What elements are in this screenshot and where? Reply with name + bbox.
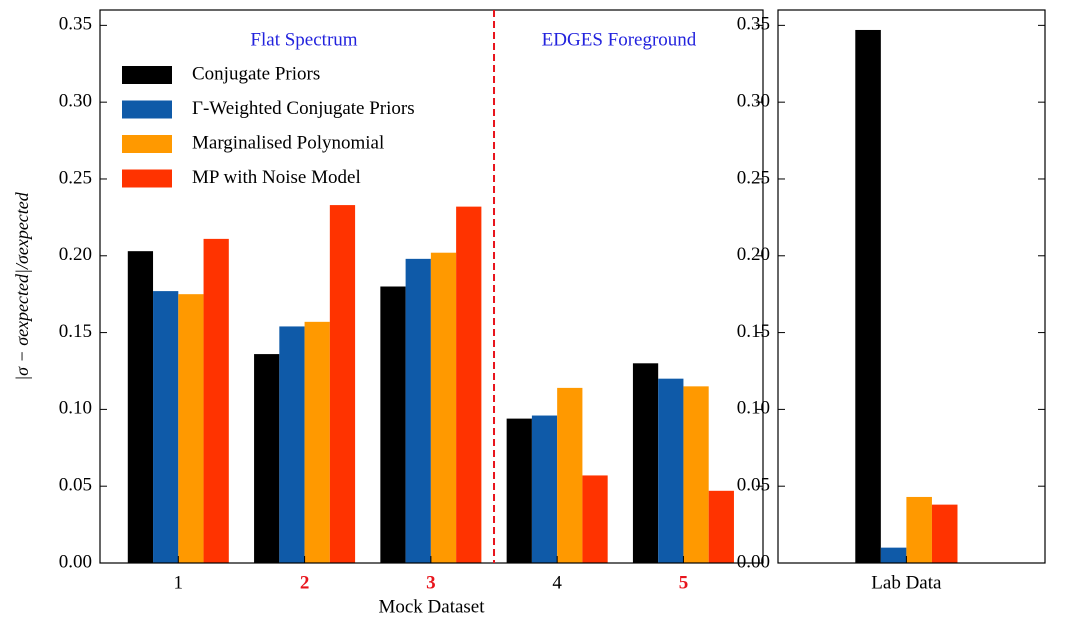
- y-tick-label: 0.35: [59, 14, 92, 35]
- x-tick-label: 2: [300, 572, 310, 593]
- legend-swatch: [122, 100, 172, 119]
- bar: [405, 258, 431, 563]
- y-tick-label: 0.25: [59, 167, 92, 188]
- bar: [632, 363, 659, 563]
- bar: [658, 378, 684, 563]
- x-tick-label: 5: [679, 572, 689, 593]
- bar: [304, 321, 330, 563]
- legend-swatch: [122, 135, 172, 153]
- y-tick-label: 0.10: [737, 398, 770, 419]
- bar: [380, 286, 406, 563]
- axes-frame: [99, 9, 764, 564]
- y-tick-label: 0.35: [737, 14, 770, 35]
- y-axis-label: |σ − σexpected|/σexpected: [12, 191, 32, 381]
- bar: [708, 490, 734, 563]
- bar: [254, 354, 280, 563]
- y-tick-label: 0.00: [737, 551, 770, 572]
- bar: [931, 504, 958, 563]
- y-tick-label: 0.15: [59, 321, 92, 342]
- legend-swatch: [122, 66, 172, 84]
- y-tick-label: 0.30: [737, 91, 770, 112]
- x-tick-label: 1: [174, 572, 184, 593]
- x-tick-label: 3: [426, 572, 436, 593]
- bar: [557, 387, 583, 563]
- y-tick-label: 0.30: [59, 91, 92, 112]
- bar: [906, 496, 932, 563]
- y-tick-label: 0.15: [737, 321, 770, 342]
- bar: [506, 418, 532, 563]
- bar: [203, 238, 229, 563]
- annotation: Flat Spectrum: [250, 29, 357, 50]
- bar: [178, 294, 204, 563]
- bar: [279, 326, 305, 563]
- bar: [531, 415, 558, 563]
- bar: [582, 475, 608, 563]
- bar: [127, 251, 154, 564]
- axes-frame: [777, 9, 1046, 564]
- bar: [456, 206, 482, 563]
- y-tick-label: 0.20: [737, 244, 770, 265]
- y-tick-label: 0.10: [59, 398, 92, 419]
- y-tick-label: 0.20: [59, 244, 92, 265]
- legend-swatch: [122, 169, 172, 188]
- x-tick-label: 4: [552, 572, 562, 593]
- bar: [329, 205, 356, 563]
- bar: [153, 291, 179, 563]
- bar: [855, 29, 881, 564]
- bar: [880, 547, 907, 563]
- annotation: EDGES Foreground: [542, 29, 697, 50]
- y-tick-label: 0.05: [737, 475, 770, 496]
- x-tick-label: Lab Data: [871, 572, 942, 593]
- y-tick-label: 0.05: [59, 475, 92, 496]
- legend-label: Γ-Weighted Conjugate Priors: [192, 98, 415, 119]
- y-tick-label: 0.00: [59, 551, 92, 572]
- legend-label: MP with Noise Model: [192, 167, 361, 188]
- legend-label: Marginalised Polynomial: [192, 132, 384, 153]
- bar: [683, 386, 709, 563]
- bar: [430, 252, 457, 563]
- x-axis-label: Mock Dataset: [378, 596, 485, 617]
- legend-label: Conjugate Priors: [192, 63, 320, 84]
- y-tick-label: 0.25: [737, 167, 770, 188]
